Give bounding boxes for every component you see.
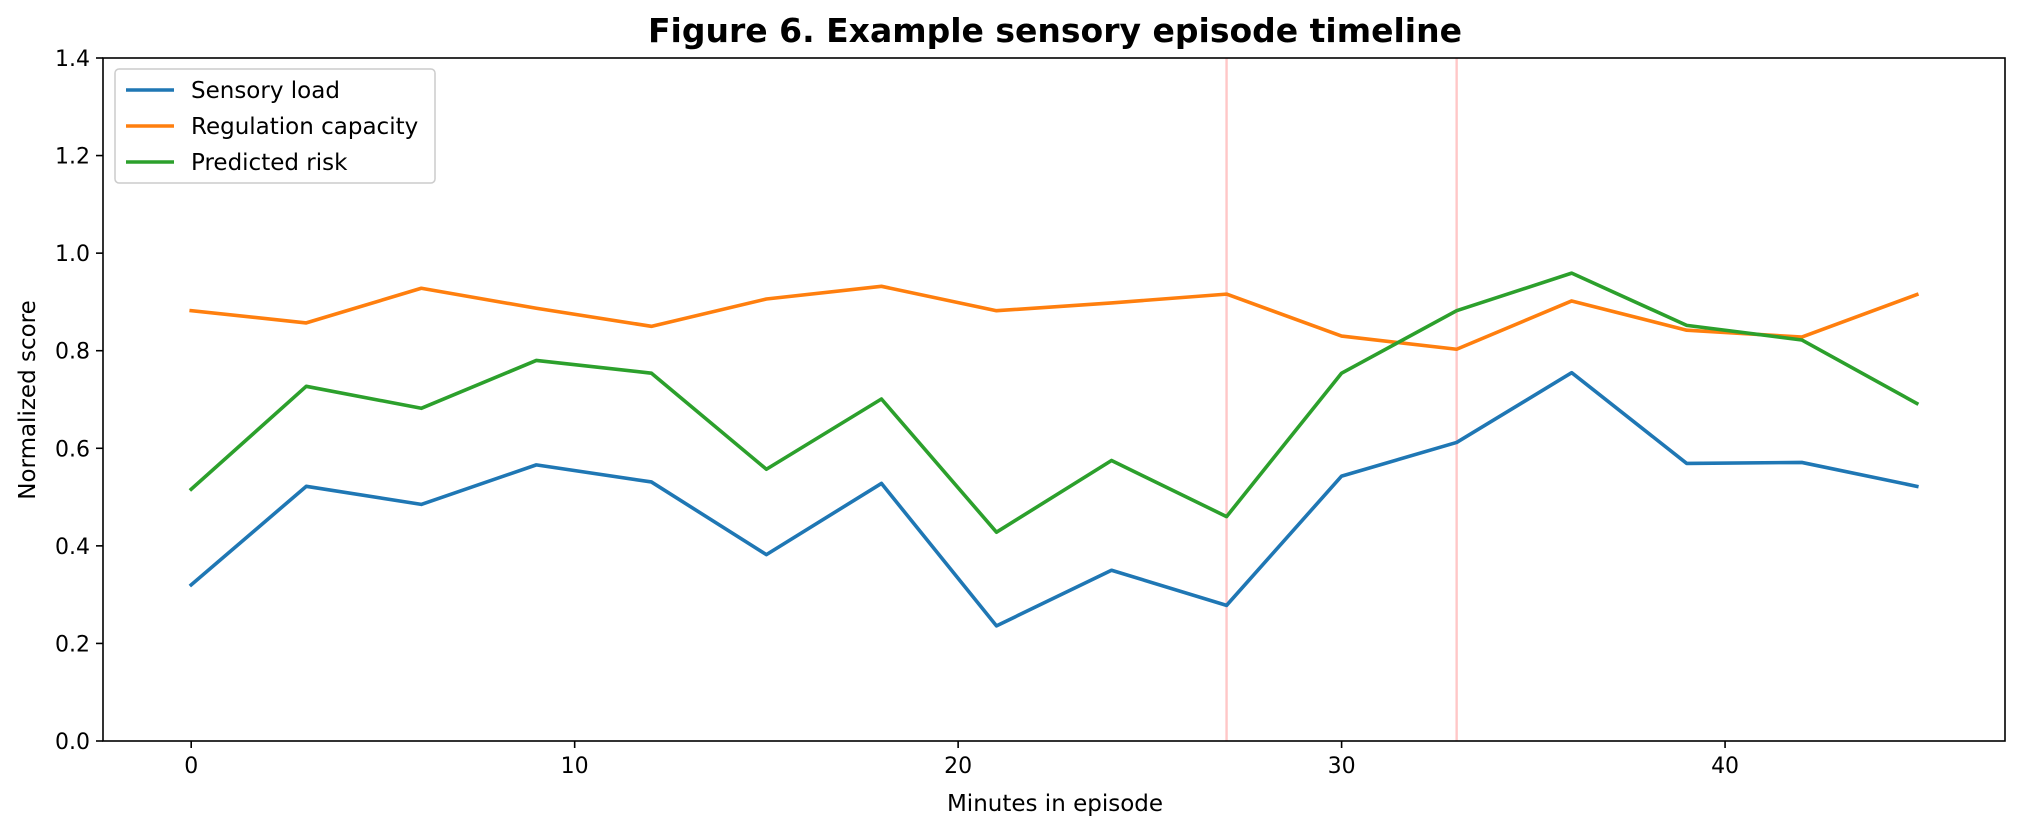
series-line-sensory-load — [188, 370, 1919, 628]
x-axis-ticks: 0 10 20 30 40 — [184, 741, 1739, 779]
plot-area-frame — [102, 57, 2006, 742]
legend-label: Sensory load — [191, 78, 340, 104]
event-markers — [1225, 58, 1458, 741]
chart-title: Figure 6. Example sensory episode timeli… — [648, 11, 1462, 50]
y-tick-label: 1.4 — [55, 47, 90, 72]
legend: Sensory load Regulation capacity Predicted… — [114, 68, 436, 184]
legend-label: Predicted risk — [191, 150, 348, 176]
x-tick-label: 20 — [944, 754, 972, 779]
series-line-predicted-risk — [188, 271, 1920, 535]
y-tick-label: 0.2 — [55, 632, 90, 657]
legend-box — [114, 68, 436, 184]
x-tick-label: 0 — [184, 754, 198, 779]
series-lines — [188, 271, 1920, 628]
series-line-regulation-capacity — [189, 284, 1920, 352]
y-axis-ticks: 0.0 0.2 0.4 0.6 0.8 1.0 1.2 1.4 — [55, 47, 103, 755]
y-axis-label: Normalized score — [15, 300, 41, 500]
y-tick-label: 0.8 — [55, 340, 90, 365]
y-tick-label: 0.6 — [55, 437, 90, 462]
y-tick-label: 0.4 — [55, 535, 90, 560]
x-tick-label: 40 — [1711, 754, 1739, 779]
legend-label: Regulation capacity — [191, 114, 418, 140]
x-tick-label: 30 — [1328, 754, 1356, 779]
y-tick-label: 1.0 — [55, 242, 90, 267]
y-tick-label: 1.2 — [55, 145, 90, 170]
x-tick-label: 10 — [561, 754, 589, 779]
x-axis-label: Minutes in episode — [947, 791, 1163, 817]
y-tick-label: 0.0 — [55, 730, 90, 755]
